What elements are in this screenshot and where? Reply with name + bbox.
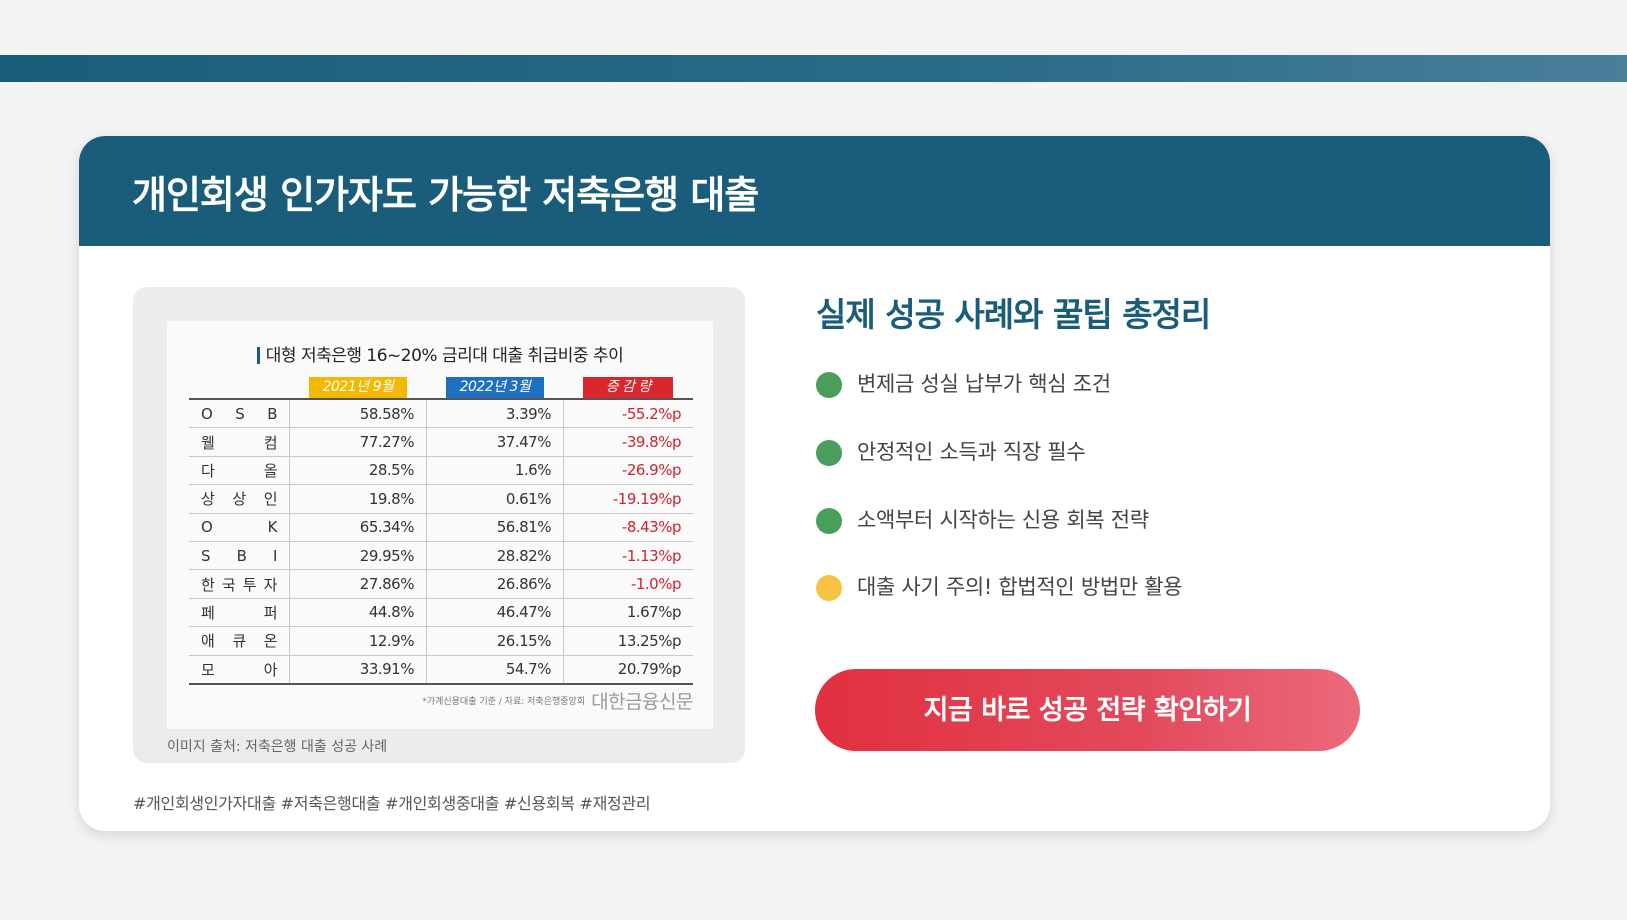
loan-ratio-table: 2021년 9월 2022년 3월 증 감 량 O S B 58.58% 3.39% -5… (189, 377, 693, 685)
table-row: 애 큐 온 12.9% 26.15% 13.25%p (189, 626, 693, 656)
value-2021-cell: 77.27% (289, 427, 427, 457)
loan-table-image: 대형 저축은행 16~20% 금리대 대출 취급비중 추이 2021년 9월 2… (167, 321, 713, 729)
value-2021-cell: 44.8% (289, 598, 427, 628)
value-2021-cell: 12.9% (289, 626, 427, 656)
column-header-2021: 2021년 9월 (289, 377, 427, 400)
change-cell: 1.67%p (563, 598, 693, 628)
bullet-dot-icon (816, 372, 842, 398)
page-title: 개인회생 인가자도 가능한 저축은행 대출 (132, 173, 759, 217)
value-2021-cell: 19.8% (289, 484, 427, 514)
table-row: S B I 29.95% 28.82% -1.13%p (189, 541, 693, 571)
value-2021-cell: 28.5% (289, 456, 427, 486)
value-2021-cell: 33.91% (289, 655, 427, 685)
column-header-2022: 2022년 3월 (426, 377, 564, 400)
value-2022-cell: 0.61% (426, 484, 564, 514)
title-marker (256, 347, 260, 364)
brand-logo: 대한금융신문 (591, 691, 693, 713)
sub-heading: 실제 성공 사례와 꿀팁 총정리 (816, 295, 1211, 334)
table-row: 모 아 33.91% 54.7% 20.79%p (189, 655, 693, 685)
table-row: O S B 58.58% 3.39% -55.2%p (189, 399, 693, 429)
value-2021-cell: 29.95% (289, 541, 427, 571)
value-2022-cell: 26.86% (426, 569, 564, 599)
value-2022-cell: 37.47% (426, 427, 564, 457)
table-row: 다 올 28.5% 1.6% -26.9%p (189, 456, 693, 486)
top-accent-bar (0, 55, 1627, 82)
table-row: 한 국 투 자 27.86% 26.86% -1.0%p (189, 569, 693, 599)
value-2021-cell: 27.86% (289, 569, 427, 599)
content-card: 개인회생 인가자도 가능한 저축은행 대출 대형 저축은행 16~20% 금리대… (79, 136, 1550, 831)
change-cell: -1.0%p (563, 569, 693, 599)
warning-dot-icon (816, 575, 842, 601)
value-2021-cell: 65.34% (289, 513, 427, 542)
bullet-dot-icon (816, 440, 842, 466)
table-row: 상 상 인 19.8% 0.61% -19.19%p (189, 484, 693, 514)
change-cell: -26.9%p (563, 456, 693, 486)
table-body: O S B 58.58% 3.39% -55.2%p 웰 컴 77.27% 37.47% -39.8… (189, 399, 693, 685)
value-2021-cell: 58.58% (289, 399, 427, 429)
value-2022-cell: 28.82% (426, 541, 564, 571)
change-cell: -19.19%p (563, 484, 693, 514)
value-2022-cell: 46.47% (426, 598, 564, 628)
change-cell: -1.13%p (563, 541, 693, 571)
change-cell: 13.25%p (563, 626, 693, 656)
table-row: O K 65.34% 56.81% -8.43%p (189, 513, 693, 542)
change-cell: -55.2%p (563, 399, 693, 429)
hashtags: #개인회생인가자대출 #저축은행대출 #개인회생중대출 #신용회복 #재정관리 (133, 794, 651, 813)
change-cell: 20.79%p (563, 655, 693, 685)
value-2022-cell: 1.6% (426, 456, 564, 486)
image-caption: 이미지 출처: 저축은행 대출 성공 사례 (167, 739, 388, 755)
column-header-change: 증 감 량 (563, 377, 693, 400)
table-row: 웰 컴 77.27% 37.47% -39.8%p (189, 427, 693, 457)
value-2022-cell: 56.81% (426, 513, 564, 542)
table-footnote: *가계신용대출 기준 / 자료: 저축은행중앙회 대한금융신문 (422, 691, 693, 713)
table-row: 페 퍼 44.8% 46.47% 1.67%p (189, 598, 693, 628)
value-2022-cell: 54.7% (426, 655, 564, 685)
cta-button[interactable]: 지금 바로 성공 전략 확인하기 (815, 669, 1360, 751)
bullet-dot-icon (816, 508, 842, 534)
change-cell: -39.8%p (563, 427, 693, 457)
value-2022-cell: 3.39% (426, 399, 564, 429)
value-2022-cell: 26.15% (426, 626, 564, 656)
card-header: 개인회생 인가자도 가능한 저축은행 대출 (79, 136, 1550, 246)
table-title: 대형 저축은행 16~20% 금리대 대출 취급비중 추이 (167, 341, 713, 366)
change-cell: -8.43%p (563, 513, 693, 542)
image-panel: 대형 저축은행 16~20% 금리대 대출 취급비중 추이 2021년 9월 2… (133, 287, 745, 763)
